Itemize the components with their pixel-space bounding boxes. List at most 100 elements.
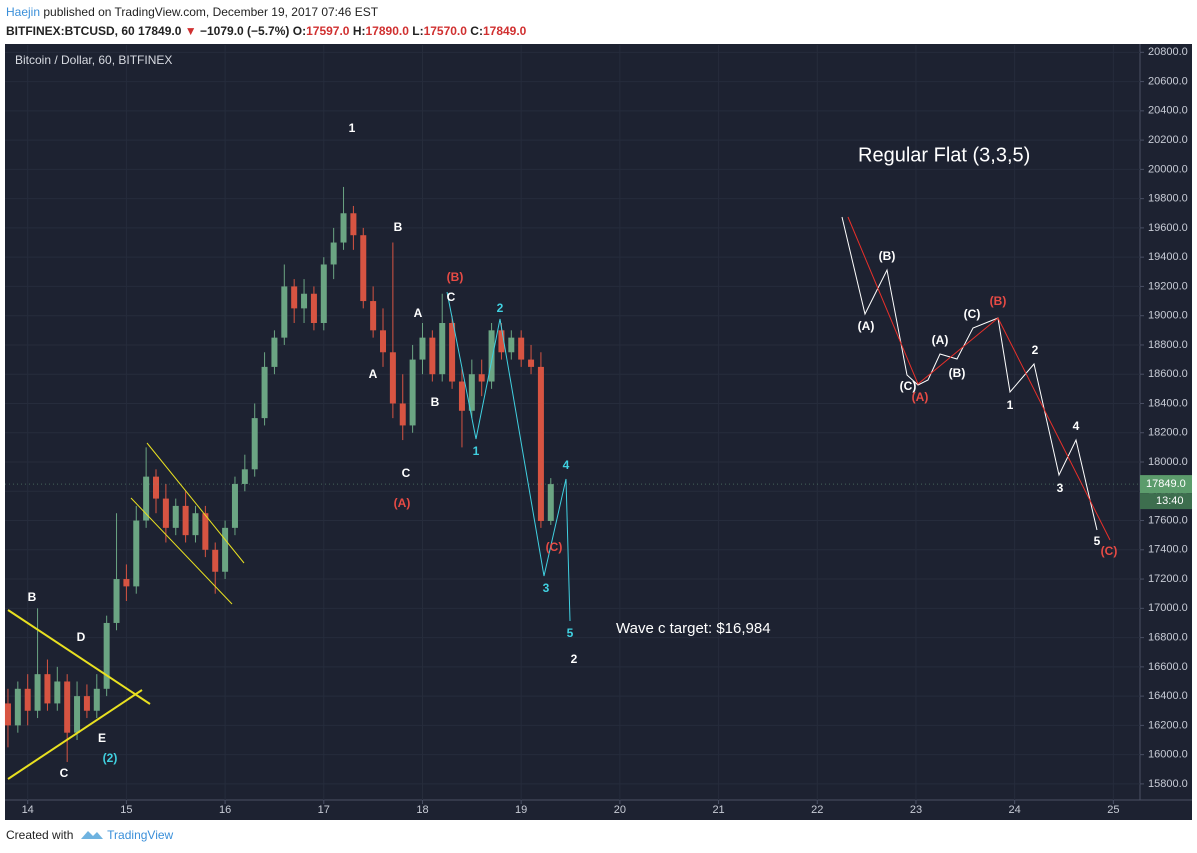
wave-label: 3 — [543, 581, 550, 595]
candle-body — [380, 330, 387, 353]
wave-label: (B) — [447, 270, 464, 284]
wave-label: C — [60, 766, 69, 780]
candle-body — [320, 264, 327, 324]
x-tick-label: 17 — [318, 804, 330, 816]
y-tick-label: 20400.0 — [1148, 105, 1188, 117]
brand[interactable]: TradingView — [107, 828, 174, 842]
y-tick-label: 20600.0 — [1148, 75, 1188, 87]
price-tag — [1140, 475, 1192, 494]
grid: 15800.0 16000.0 16200.0 16400.0 16600.0 16800… — [5, 45, 1188, 816]
c: 17849.0 — [482, 24, 527, 38]
candle-body — [350, 213, 357, 236]
candle-body — [429, 337, 436, 375]
publish-line: Haejin published on TradingView.com, Dec… — [6, 3, 526, 22]
y-tick-label: 16000.0 — [1148, 749, 1188, 761]
wave-label: (C) — [900, 379, 917, 393]
x-tick-label: 22 — [811, 804, 823, 816]
candle-body — [370, 301, 377, 331]
candle-body — [74, 696, 81, 733]
y-tick-label: 19400.0 — [1148, 251, 1188, 263]
candle-body — [439, 323, 446, 375]
wave-label: (A) — [858, 319, 875, 333]
y-tick-label: 16800.0 — [1148, 631, 1188, 643]
candle-body — [231, 483, 238, 528]
y-tick-label: 17600.0 — [1148, 514, 1188, 526]
footer: Created with TradingView — [6, 827, 173, 842]
x-tick-label: 23 — [910, 804, 922, 816]
y-tick-label: 20000.0 — [1148, 163, 1188, 175]
y-tick-label: 16600.0 — [1148, 661, 1188, 673]
y-tick-label: 16200.0 — [1148, 719, 1188, 731]
candle-body — [222, 527, 229, 572]
wave-label: (B) — [949, 366, 966, 380]
x-tick-label: 15 — [120, 804, 132, 816]
candle-body — [449, 323, 456, 382]
arrow: ▼ — [184, 24, 197, 38]
x-tick-label: 16 — [219, 804, 231, 816]
wave-label: 2 — [571, 652, 578, 666]
candle-body — [360, 235, 367, 302]
y-tick-label: 20800.0 — [1148, 46, 1188, 58]
candle-body — [64, 681, 71, 733]
countdown-tag — [1140, 493, 1192, 510]
wave-label: 2 — [497, 301, 504, 315]
y-tick-label: 17000.0 — [1148, 602, 1188, 614]
y-tick-label: 18000.0 — [1148, 456, 1188, 468]
x-tick-label: 25 — [1107, 804, 1119, 816]
drawing — [446, 291, 571, 622]
candle-body — [271, 337, 278, 367]
y-tick-label: 19000.0 — [1148, 310, 1188, 322]
l: 17570.0 — [423, 24, 467, 38]
candle-body — [212, 549, 219, 572]
wave-label: 5 — [567, 626, 574, 640]
candle-body — [113, 579, 120, 623]
candle-body — [123, 579, 130, 587]
x-tick-label: 20 — [614, 804, 626, 816]
candle-body — [301, 293, 308, 309]
h: 17890.0 — [365, 24, 409, 38]
candle-body — [182, 505, 189, 536]
wave-label: 4 — [563, 458, 570, 472]
y-tick-label: 18600.0 — [1148, 368, 1188, 380]
drawing — [847, 216, 1111, 541]
y-tick-label: 19600.0 — [1148, 222, 1188, 234]
wave-label: (C) — [964, 307, 981, 321]
drawing — [7, 689, 143, 780]
note: Regular Flat (3,3,5) — [858, 144, 1030, 166]
candle-body — [133, 520, 140, 587]
y-tick-label: 18400.0 — [1148, 397, 1188, 409]
candle-body — [4, 703, 11, 726]
change: −1079.0 (−5.7%) — [200, 24, 290, 38]
candle-body — [468, 374, 475, 411]
drawing — [146, 442, 245, 564]
c-label: C: — [470, 24, 483, 38]
wave-label: B — [431, 395, 440, 409]
author[interactable]: Haejin — [6, 5, 41, 19]
wave-label: D — [77, 630, 86, 644]
price: 17849.0 — [138, 24, 182, 38]
candle-body — [281, 286, 288, 338]
x-tick-label: 14 — [22, 804, 34, 816]
o-label: O: — [292, 24, 307, 38]
wave-label: 3 — [1057, 481, 1064, 495]
candle-body — [340, 213, 347, 243]
candle-body — [291, 286, 298, 309]
candle-body — [310, 293, 317, 324]
wave-label: C — [447, 290, 456, 304]
drawing — [841, 216, 1098, 531]
wave-label: (C) — [546, 540, 563, 554]
h-label: H: — [352, 24, 366, 38]
candle-body — [153, 476, 160, 499]
candle-body — [192, 513, 199, 536]
wave-label: 5 — [1094, 534, 1101, 548]
candle-body — [389, 352, 396, 404]
wave-label: 2 — [1032, 343, 1039, 357]
chart-title: Bitcoin / Dollar, 60, BITFINEX — [15, 53, 172, 67]
drawing — [7, 609, 151, 705]
chart: 15800.0 16000.0 16200.0 16400.0 16600.0 16800… — [4, 44, 1192, 820]
l-label: L: — [412, 24, 424, 38]
x-tick-label: 18 — [416, 804, 428, 816]
candle-body — [14, 688, 21, 726]
wave-label: A — [414, 306, 423, 320]
candle-body — [330, 242, 337, 265]
